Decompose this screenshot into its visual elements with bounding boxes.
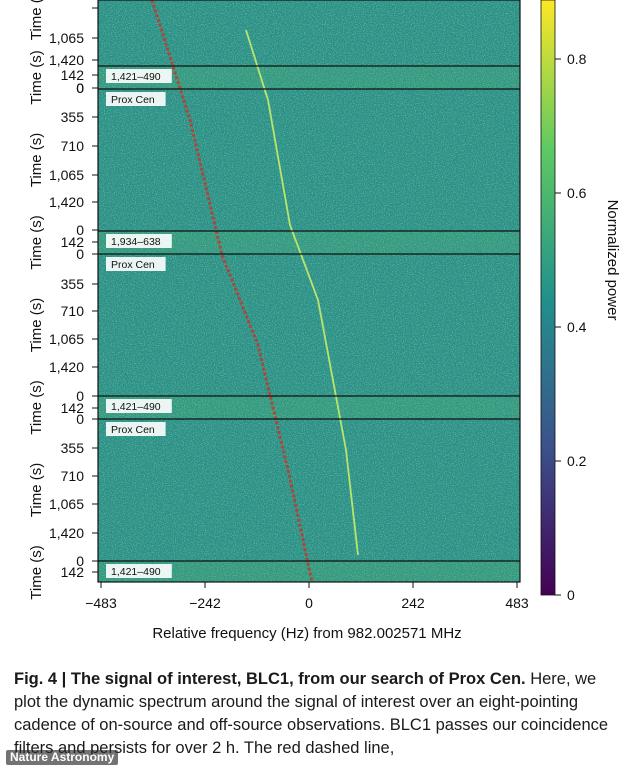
y-axis-label: Time (s) xyxy=(28,133,45,187)
y-tick-label: 1,420 xyxy=(49,359,84,375)
y-tick-label: 0 xyxy=(76,553,84,569)
off-source-band xyxy=(98,396,520,419)
off-source-band xyxy=(98,231,520,254)
y-tick-label: 142 xyxy=(61,400,85,416)
y-axis-label: Time (s) xyxy=(28,215,45,269)
x-tick-label: −242 xyxy=(189,595,221,611)
y-tick-label: 355 xyxy=(61,440,85,456)
x-axis-title: Relative frequency (Hz) from 982.002571 … xyxy=(152,625,461,642)
figure-caption: Fig. 4 | The signal of interest, BLC1, f… xyxy=(14,668,626,760)
panel-tag-label: 1,421–490 xyxy=(111,566,161,578)
y-axis-label: Time (s) xyxy=(28,463,45,517)
panel-tag-box xyxy=(106,257,166,271)
y-tick-label: 1,065 xyxy=(49,331,84,347)
y-tick-label: 355 xyxy=(61,276,85,292)
y-tick-label: 142 xyxy=(61,67,85,83)
spectrum-plot-area: 1,421–490 Prox Cen 1,934–638 Prox Cen 1,421–… xyxy=(98,0,520,582)
y-tick-label: 1,065 xyxy=(49,496,84,512)
y-axis-label: Time (s) xyxy=(28,0,45,40)
panel-tag-box xyxy=(106,234,172,248)
colorbar-tick-label: 0.2 xyxy=(567,453,587,469)
caption-lead: Fig. 4 | The signal of interest, BLC1, f… xyxy=(14,670,526,688)
y-tick-label: 355 xyxy=(61,109,85,125)
y-axis-label: Time (s) xyxy=(28,50,45,104)
panel-tag-label: 1,934–638 xyxy=(111,236,161,248)
y-tick-label: 1,420 xyxy=(49,194,84,210)
y-tick-label: 710 xyxy=(61,303,85,319)
x-tick-label: −483 xyxy=(85,595,117,611)
y-axis-label: Time (s) xyxy=(28,298,45,352)
y-axis-labels: Time (s) Time (s) Time (s) Time (s) Time (s)… xyxy=(28,0,45,600)
x-tick-label: 242 xyxy=(401,595,425,611)
colorbar-tick-label: 0.4 xyxy=(567,319,587,335)
y-tick-label: 142 xyxy=(61,234,85,250)
source-watermark: Nature Astronomy xyxy=(6,750,119,765)
panel-separators xyxy=(98,65,520,562)
colorbar-gradient xyxy=(540,0,556,596)
x-tick-label: 483 xyxy=(505,595,529,611)
panel-tag-label: 1,421–490 xyxy=(111,401,161,413)
y-tick-label: 710 xyxy=(61,468,85,484)
y-tick-label: 1,420 xyxy=(49,52,84,68)
colorbar-tick-labels: 0 0.2 0.4 0.6 0.8 xyxy=(555,51,587,603)
panel-tags: 1,421–490 Prox Cen 1,934–638 Prox Cen 1,421–… xyxy=(106,69,172,578)
panel-tag-box xyxy=(106,564,172,578)
y-axis-label: Time (s) xyxy=(28,380,45,434)
x-tick-label: 0 xyxy=(305,595,313,611)
y-tick-label: 710 xyxy=(61,138,85,154)
colorbar-tick-label: 0.6 xyxy=(567,185,587,201)
y-tick-label: 0 xyxy=(76,246,84,262)
y-tick-label: 142 xyxy=(61,564,85,580)
colorbar-tick-label: 0 xyxy=(567,587,575,603)
colorbar-title: Normalized power xyxy=(604,200,621,321)
off-source-bands xyxy=(98,66,520,582)
blc1-signal-track xyxy=(245,29,359,556)
y-tick-label: 0 xyxy=(76,222,84,238)
y-tick-label: 1,065 xyxy=(49,167,84,183)
y-tick-label: 0 xyxy=(76,80,84,96)
panel-tag-label: Prox Cen xyxy=(111,424,155,436)
colorbar-tick-label: 0.8 xyxy=(567,51,587,67)
panel-tag-box xyxy=(106,399,172,413)
y-tick-label: 0 xyxy=(76,411,84,427)
y-tick-labels: 1,0651,420014203557101,0651,420014203557… xyxy=(49,7,98,580)
panel-tag-box xyxy=(106,69,172,83)
off-source-band xyxy=(98,66,520,89)
x-tick-labels: −483 −242 0 242 483 xyxy=(85,582,529,611)
dynamic-spectrum-figure: 1,421–490 Prox Cen 1,934–638 Prox Cen 1,421–… xyxy=(28,0,621,642)
y-tick-label: 1,065 xyxy=(49,30,84,46)
spectrum-noise xyxy=(98,0,520,582)
y-tick-label: 0 xyxy=(76,388,84,404)
y-tick-label: 1,420 xyxy=(49,525,84,541)
panel-tag-label: 1,421–490 xyxy=(111,71,161,83)
colorbar: 0 0.2 0.4 0.6 0.8 Normalized power xyxy=(540,0,621,603)
panel-tag-label: Prox Cen xyxy=(111,259,155,271)
y-tick-label: 0 xyxy=(76,80,84,96)
off-source-band xyxy=(98,561,520,582)
panel-tag-box xyxy=(106,422,166,436)
y-axis-label: Time (s) xyxy=(28,545,45,599)
panel-tag-label: Prox Cen xyxy=(111,94,155,106)
panel-tag-box xyxy=(106,92,166,106)
